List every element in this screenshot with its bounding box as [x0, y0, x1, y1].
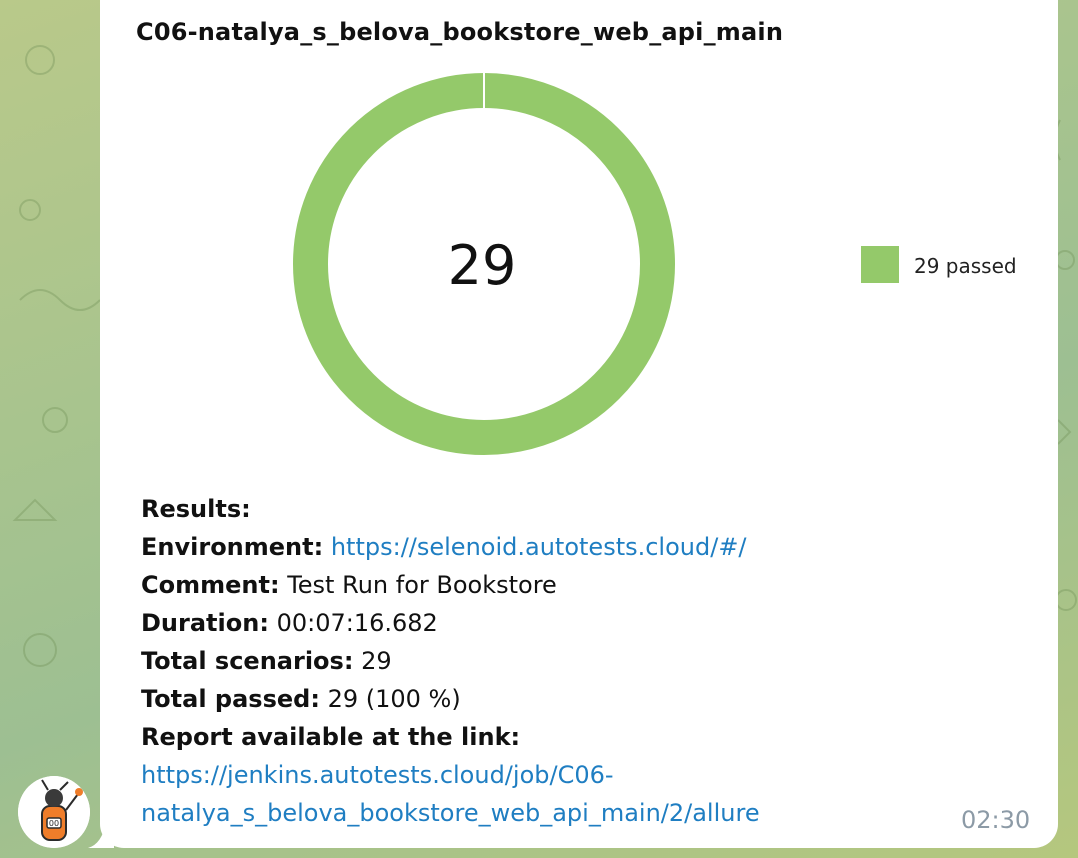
results-label: Results:: [141, 495, 251, 523]
report-line: Report available at the link:: [141, 718, 961, 756]
environment-line: Environment: https://selenoid.autotests.…: [141, 528, 961, 566]
comment-line: Comment: Test Run for Bookstore: [141, 566, 961, 604]
results-line: Results:: [141, 490, 961, 528]
report-label: Report available at the link:: [141, 723, 521, 751]
report-link-part-2[interactable]: natalya_s_belova_bookstore_web_api_main/…: [141, 799, 760, 827]
report-link-line-2: natalya_s_belova_bookstore_web_api_main/…: [141, 794, 961, 832]
report-link-part-1[interactable]: https://jenkins.autotests.cloud/job/C06-: [141, 761, 614, 789]
donut-chart: 29: [293, 72, 675, 455]
total-passed-label: Total passed:: [141, 685, 320, 713]
comment-label: Comment:: [141, 571, 280, 599]
total-passed-value: 29 (100 %): [327, 685, 461, 713]
total-scenarios-line: Total scenarios: 29: [141, 642, 961, 680]
report-chart-image[interactable]: 29 C06-natalya_s_belova_bookstore_web_ap…: [128, 8, 1044, 474]
svg-text:00: 00: [49, 819, 59, 828]
environment-link[interactable]: https://selenoid.autotests.cloud/#/: [330, 533, 747, 561]
legend-label-passed: 29 passed: [914, 254, 1017, 278]
message-timestamp: 02:30: [961, 806, 1031, 834]
duration-line: Duration: 00:07:16.682: [141, 604, 961, 642]
donut-center-label: 29: [448, 234, 517, 297]
duration-value: 00:07:16.682: [276, 609, 438, 637]
bug-mascot-icon: 00: [18, 776, 90, 848]
sender-avatar[interactable]: 00: [18, 776, 90, 848]
total-scenarios-label: Total scenarios:: [141, 647, 354, 675]
chart-title: C06-natalya_s_belova_bookstore_web_api_m…: [136, 18, 784, 46]
total-scenarios-value: 29: [361, 647, 392, 675]
total-passed-line: Total passed: 29 (100 %): [141, 680, 961, 718]
duration-label: Duration:: [141, 609, 269, 637]
legend-swatch-passed: [861, 246, 899, 283]
environment-label: Environment:: [141, 533, 324, 561]
comment-value: Test Run for Bookstore: [287, 571, 557, 599]
message-text: Results: Environment: https://selenoid.a…: [141, 490, 961, 832]
report-link-line-1: https://jenkins.autotests.cloud/job/C06-: [141, 756, 961, 794]
bubble-tail: [88, 822, 114, 848]
